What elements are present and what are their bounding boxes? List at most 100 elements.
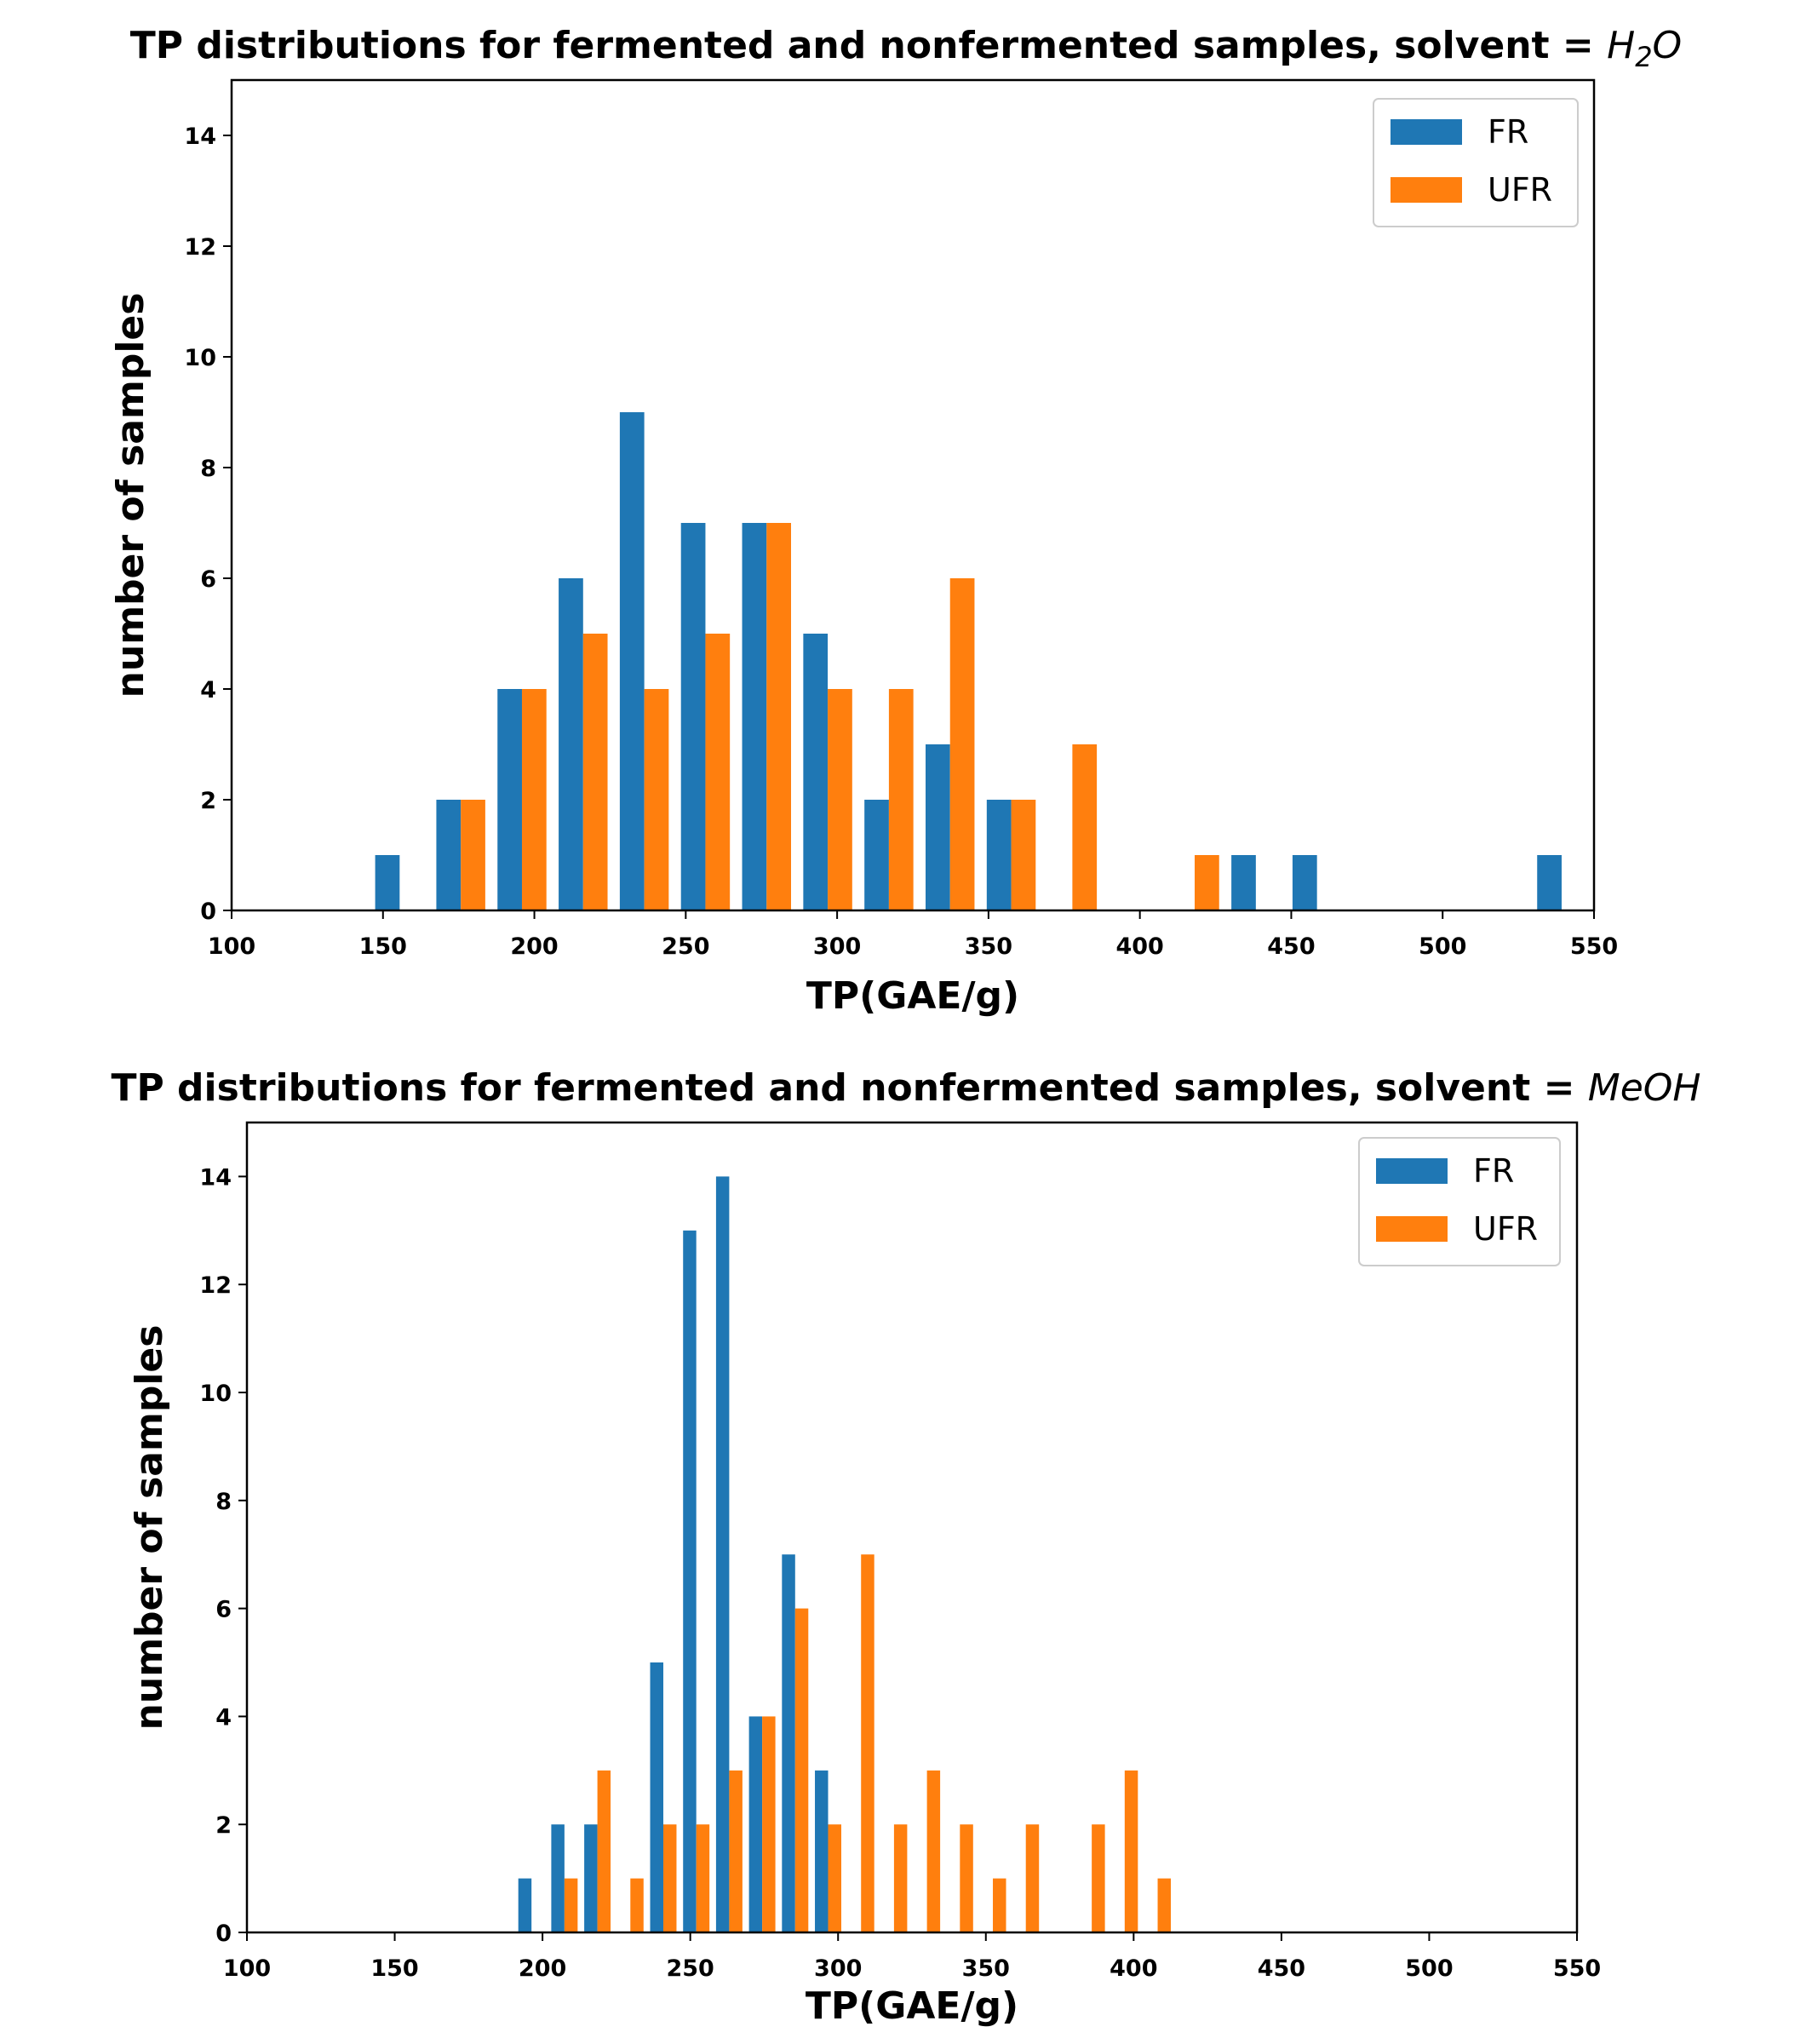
x-tick-label: 200 <box>510 933 558 960</box>
chart-title-solvent: H <box>1607 24 1635 67</box>
y-tick-label: 6 <box>200 566 216 593</box>
chart-title: TP distributions for fermented and nonfe… <box>111 1066 1700 1110</box>
x-tick-label: 550 <box>1553 1955 1601 1982</box>
legend-swatch-ufr <box>1391 177 1462 203</box>
bar-fr-bin-14 <box>1231 855 1256 910</box>
bar-fr-bin-0 <box>375 855 400 910</box>
bar-ufr-bin-1 <box>564 1878 578 1932</box>
y-tick-label: 6 <box>215 1597 232 1623</box>
y-tick-label: 14 <box>184 123 216 150</box>
bar-fr-bin-6 <box>742 523 767 910</box>
bar-ufr-bin-6 <box>729 1770 743 1932</box>
bar-ufr-bin-17 <box>1092 1824 1105 1932</box>
bar-ufr-bin-11 <box>893 1824 908 1932</box>
legend: FR UFR <box>1373 98 1579 227</box>
bar-fr-bin-1 <box>551 1824 565 1932</box>
bar-ufr-bin-10 <box>861 1554 874 1932</box>
legend-swatch-fr <box>1376 1158 1448 1184</box>
bar-ufr-bin-18 <box>1124 1770 1138 1932</box>
legend-label-ufr: UFR <box>1473 1210 1538 1248</box>
bar-ufr-bin-7 <box>762 1716 776 1932</box>
x-tick-label: 450 <box>1258 1955 1305 1982</box>
bar-fr-bin-1 <box>436 800 462 910</box>
axes-frame <box>245 1121 1579 1934</box>
y-axis-label: number of samples <box>128 1325 171 1731</box>
bar-fr-bin-8 <box>864 800 889 910</box>
bar-fr-bin-3 <box>559 578 583 910</box>
chart-title-solvent-suffix: O <box>1653 24 1683 67</box>
chart-title-text: TP distributions for fermented and nonfe… <box>111 1066 1587 1110</box>
bar-ufr-bin-15 <box>1025 1824 1040 1932</box>
bar-fr-bin-9 <box>815 1770 829 1932</box>
chart-title: TP distributions for fermented and nonfe… <box>130 24 1682 73</box>
x-tick-label: 150 <box>370 1955 418 1982</box>
chart-meoh: TP distributions for fermented and nonfe… <box>111 1066 1700 2028</box>
legend-label-ufr: UFR <box>1488 171 1552 209</box>
x-tick-label: 100 <box>223 1955 271 1982</box>
bar-fr-bin-19 <box>1537 855 1562 910</box>
bar-fr-bin-7 <box>748 1716 763 1932</box>
bar-ufr-bin-7 <box>828 689 852 910</box>
y-tick-label: 2 <box>200 788 216 814</box>
bar-ufr-bin-8 <box>794 1608 809 1932</box>
x-tick-label: 400 <box>1115 933 1163 960</box>
bar-ufr-bin-4 <box>662 1824 677 1932</box>
x-tick-label: 100 <box>208 933 255 960</box>
x-tick-label: 350 <box>962 1955 1010 1982</box>
bar-ufr-bin-14 <box>993 1878 1006 1932</box>
chart-h2o: TP distributions for fermented and nonfe… <box>109 24 1682 1018</box>
legend-label-fr: FR <box>1473 1152 1514 1190</box>
bar-fr-bin-4 <box>650 1662 663 1932</box>
x-tick-label: 250 <box>662 933 709 960</box>
x-tick-label: 350 <box>965 933 1012 960</box>
y-tick-label: 2 <box>215 1812 232 1839</box>
bar-ufr-bin-12 <box>926 1770 941 1932</box>
bar-ufr-bin-9 <box>949 578 975 910</box>
y-axis-label: number of samples <box>109 293 152 698</box>
y-tick-label: 12 <box>184 234 216 261</box>
y-tick-label: 10 <box>199 1381 232 1407</box>
bar-fr-bin-4 <box>619 412 645 910</box>
bar-fr-bin-2 <box>584 1824 598 1932</box>
x-tick-label: 500 <box>1419 933 1466 960</box>
x-axis-label: TP(GAE/g) <box>806 1984 1018 2028</box>
bar-ufr-bin-10 <box>1011 800 1036 910</box>
y-tick-label: 0 <box>215 1921 232 1947</box>
axes-frame <box>230 78 1596 912</box>
bar-fr-bin-2 <box>497 689 522 910</box>
x-tick-label: 450 <box>1267 933 1315 960</box>
bar-ufr-bin-9 <box>828 1824 841 1932</box>
x-tick-label: 300 <box>813 933 861 960</box>
bar-ufr-bin-6 <box>766 523 791 910</box>
chart-title-text: TP distributions for fermented and nonfe… <box>130 24 1607 67</box>
bar-ufr-bin-19 <box>1157 1878 1172 1932</box>
x-tick-label: 200 <box>519 1955 566 1982</box>
bar-fr-bin-8 <box>782 1554 795 1932</box>
legend-swatch-fr <box>1391 119 1462 145</box>
bar-ufr-bin-11 <box>1072 744 1098 910</box>
bar-fr-bin-9 <box>926 744 950 910</box>
bar-ufr-bin-5 <box>705 634 731 910</box>
bar-ufr-bin-2 <box>597 1770 611 1932</box>
y-tick-label: 8 <box>200 456 216 482</box>
bar-ufr-bin-8 <box>888 689 914 910</box>
bar-fr-bin-5 <box>683 1230 697 1932</box>
bar-ufr-bin-13 <box>1195 855 1219 910</box>
y-tick-label: 4 <box>215 1704 232 1731</box>
x-tick-label: 400 <box>1110 1955 1157 1982</box>
y-tick-label: 12 <box>199 1272 232 1299</box>
x-axis-label: TP(GAE/g) <box>806 974 1019 1018</box>
bar-fr-bin-10 <box>986 800 1012 910</box>
bar-fr-bin-0 <box>518 1878 532 1932</box>
bar-ufr-bin-2 <box>521 689 547 910</box>
bar-fr-bin-7 <box>803 634 829 910</box>
legend: FR UFR <box>1358 1137 1561 1266</box>
bar-ufr-bin-5 <box>696 1824 710 1932</box>
bar-fr-bin-5 <box>680 523 706 910</box>
y-tick-label: 0 <box>200 899 216 925</box>
bar-fr-bin-15 <box>1292 855 1317 910</box>
legend-label-fr: FR <box>1488 113 1528 151</box>
bar-ufr-bin-1 <box>461 800 485 910</box>
y-tick-label: 10 <box>184 345 216 371</box>
x-tick-label: 300 <box>814 1955 862 1982</box>
